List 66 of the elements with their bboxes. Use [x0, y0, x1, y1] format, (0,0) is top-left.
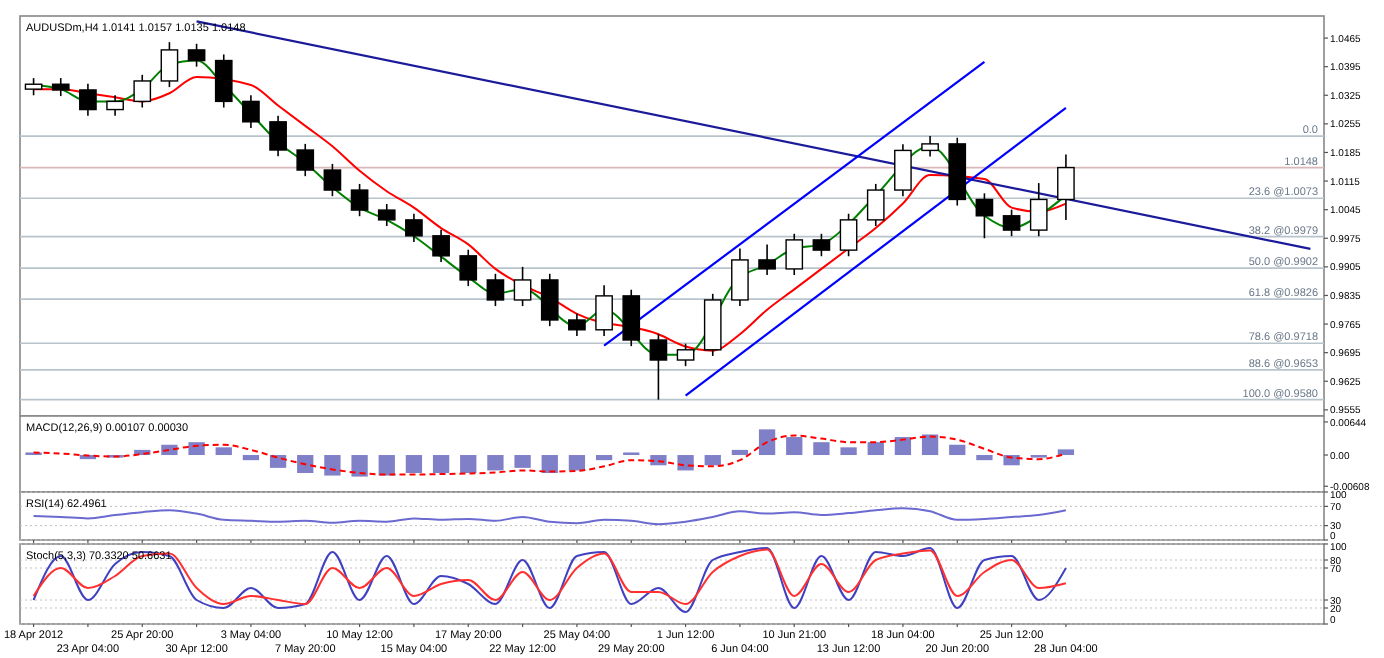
candlestick: [296, 143, 315, 177]
candlestick: [1002, 208, 1021, 238]
bar: [324, 455, 341, 476]
candlestick: [921, 135, 939, 158]
candlestick: [377, 203, 396, 227]
candlestick: [160, 41, 179, 88]
candlestick: [975, 192, 994, 240]
bar: [378, 455, 395, 476]
bar: [949, 444, 966, 456]
candlestick: [894, 143, 912, 197]
bar: [405, 455, 423, 473]
bar: [297, 455, 314, 473]
bar: [541, 455, 558, 473]
line-series: [32, 507, 1067, 526]
candlestick: [540, 273, 559, 327]
bar: [786, 437, 803, 456]
bar: [1003, 455, 1020, 466]
candlestick: [649, 333, 668, 401]
bar: [867, 442, 884, 456]
candlestick: [214, 53, 233, 109]
bar: [487, 455, 504, 471]
candlestick: [1029, 182, 1048, 238]
candlestick: [866, 183, 885, 227]
bar: [894, 437, 912, 456]
bar: [704, 455, 721, 466]
bar: [568, 455, 586, 471]
candlestick: [1057, 153, 1075, 221]
candlestick: [595, 284, 613, 337]
candlestick: [839, 212, 858, 258]
bar: [514, 455, 531, 468]
candlestick: [79, 83, 97, 117]
bar: [595, 455, 613, 461]
candlestick: [432, 228, 450, 263]
bar: [976, 455, 993, 461]
bar: [840, 447, 857, 456]
bar: [460, 455, 477, 473]
candlestick: [676, 342, 695, 367]
candlestick: [812, 232, 831, 258]
candlestick: [106, 94, 124, 117]
candlestick: [785, 232, 804, 276]
bar: [731, 449, 749, 456]
bar: [188, 442, 205, 456]
bar: [758, 429, 776, 456]
line-series: [32, 434, 1067, 476]
candlestick: [350, 183, 369, 217]
candlestick: [187, 42, 206, 68]
candlestick: [405, 212, 423, 243]
candlestick: [133, 74, 152, 109]
bar: [1057, 449, 1075, 456]
candlestick: [323, 163, 342, 197]
bar: [921, 434, 939, 456]
candlestick: [568, 313, 586, 337]
candlestick: [513, 266, 532, 307]
bar: [351, 455, 368, 477]
candlestick: [242, 94, 260, 129]
candlestick: [731, 247, 749, 307]
candlestick: [486, 273, 505, 307]
candlestick: [459, 248, 478, 287]
candlestick: [622, 288, 641, 347]
candlestick: [758, 243, 776, 276]
bar: [677, 455, 694, 471]
bar: [242, 455, 260, 461]
candlestick: [269, 114, 287, 157]
bar: [813, 442, 830, 456]
bar: [215, 447, 232, 456]
bar: [432, 455, 450, 473]
